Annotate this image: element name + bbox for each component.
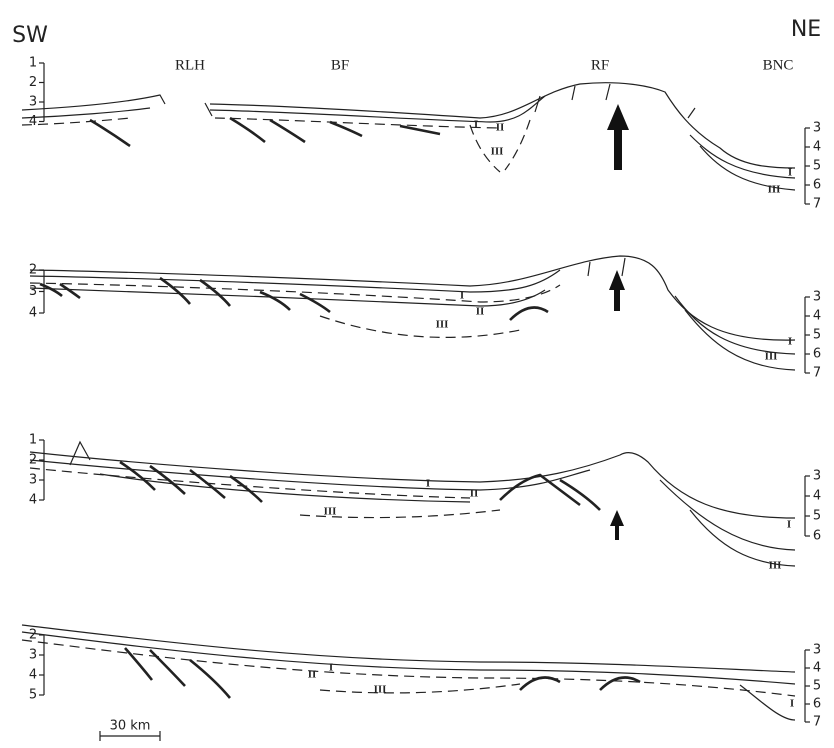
scale-label: 6 — [813, 178, 821, 193]
unit-label: II — [496, 122, 505, 134]
scale-label: 3 — [29, 473, 37, 488]
unit-label: II — [308, 669, 317, 681]
scale-label: 4 — [813, 309, 821, 324]
unit-label: I — [460, 290, 464, 302]
scale-bar-label: 30 km — [110, 719, 151, 734]
unit-label: I — [426, 478, 430, 490]
profile-3-lines — [29, 440, 796, 567]
region-label: RLH — [175, 57, 205, 73]
scale-label: 2 — [29, 75, 37, 90]
scale-label: 3 — [29, 284, 37, 299]
uplift-arrow — [609, 270, 625, 290]
direction-label: NE — [791, 17, 821, 42]
unit-label: III — [491, 146, 504, 158]
region-label: RF — [591, 57, 609, 73]
scale-label: 3 — [813, 643, 821, 658]
uplift-arrow — [614, 285, 620, 311]
unit-label: II — [476, 306, 485, 318]
depth-scales: 1 2 3 4 3 4 5 6 7 2 3 4 3 4 5 6 7 1 2 3 4 3 4 5 6 2 3 4 5 3 4 5 6 7 — [29, 56, 821, 730]
direction-label: SW — [12, 23, 48, 48]
scale-label: 7 — [813, 366, 821, 381]
scale-label: 1 — [29, 433, 37, 448]
scale-label: 6 — [813, 697, 821, 712]
scale-label: 4 — [29, 493, 37, 508]
uplift-arrow — [615, 522, 619, 540]
scale-label: 6 — [813, 347, 821, 362]
scale-label: 3 — [813, 469, 821, 484]
scale-label: 7 — [813, 197, 821, 212]
unit-label: I — [787, 519, 791, 531]
unit-label: II — [470, 488, 479, 500]
scale-label: 1 — [29, 56, 37, 71]
scale-label: 2 — [29, 263, 37, 278]
uplift-arrow — [607, 104, 629, 130]
scale-label: 2 — [29, 453, 37, 468]
scale-label: 4 — [813, 489, 821, 504]
scale-label: 3 — [813, 121, 821, 136]
unit-label: I — [329, 662, 333, 674]
region-label: BNC — [763, 57, 794, 73]
unit-label: III — [765, 351, 778, 363]
uplift-arrow — [614, 128, 622, 170]
unit-label: I — [790, 698, 794, 710]
scale-label: 2 — [29, 628, 37, 643]
scale-label: 3 — [29, 95, 37, 110]
profile-1-lines — [21, 82, 796, 191]
unit-label: I — [788, 336, 792, 348]
scale-label: 5 — [29, 688, 37, 703]
unit-label: I — [788, 167, 792, 179]
unit-label: III — [768, 184, 781, 196]
scale-label: 4 — [29, 306, 37, 321]
scale-bar — [99, 731, 161, 741]
scale-label: 5 — [813, 159, 821, 174]
scale-label: 5 — [813, 509, 821, 524]
unit-label: III — [374, 684, 387, 696]
uplift-arrow — [610, 510, 624, 526]
scale-label: 4 — [29, 668, 37, 683]
unit-label: III — [324, 506, 337, 518]
scale-label: 6 — [813, 529, 821, 544]
unit-label: I — [474, 119, 478, 131]
scale-label: 3 — [813, 290, 821, 305]
profile-4-lines — [21, 624, 796, 721]
unit-label: III — [769, 560, 782, 572]
region-label: BF — [331, 57, 349, 73]
scale-label: 5 — [813, 328, 821, 343]
scale-label: 4 — [813, 661, 821, 676]
unit-label: III — [436, 319, 449, 331]
scale-label: 4 — [29, 114, 37, 129]
scale-label: 3 — [29, 648, 37, 663]
scale-label: 7 — [813, 715, 821, 730]
scale-label: 4 — [813, 140, 821, 155]
scale-label: 5 — [813, 679, 821, 694]
profile-2-lines — [29, 255, 796, 371]
